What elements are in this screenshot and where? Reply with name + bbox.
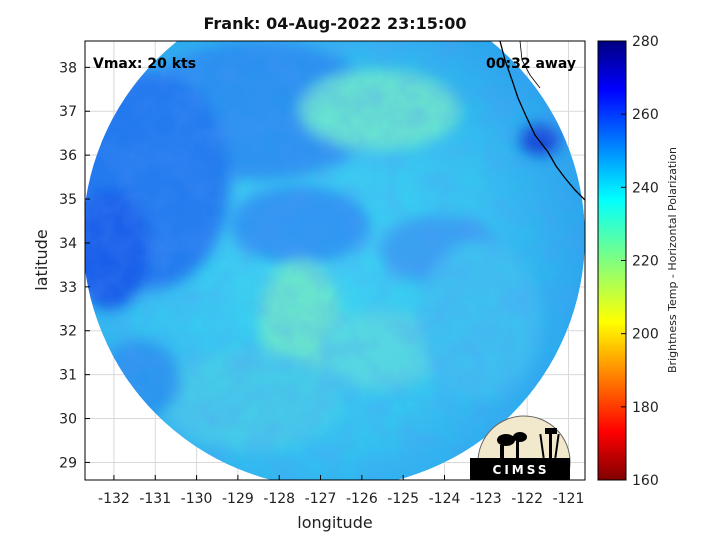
colorbar-tick-label: 240 [632, 180, 659, 196]
y-tick-label: 30 [59, 412, 77, 428]
x-tick-label: -122 [511, 491, 543, 507]
x-tick-label: -127 [305, 491, 337, 507]
x-tick-label: -121 [553, 491, 585, 507]
colorbar-tick-label: 220 [632, 254, 659, 270]
logo-text: CIMSS [493, 463, 550, 477]
x-tick-label: -128 [263, 491, 295, 507]
y-tick-label: 29 [59, 455, 77, 471]
x-tick-label: -123 [470, 491, 502, 507]
colorbar-tick-label: 180 [632, 400, 659, 416]
colorbar-tick-label: 260 [632, 107, 659, 123]
y-tick-label: 32 [59, 324, 77, 340]
state-border [519, 41, 541, 89]
y-tick-label: 31 [59, 368, 77, 384]
x-tick-labels: -132 -131 -130 -129 -128 -127 -126 -125 -124 -123… [98, 475, 584, 507]
colorbar-label: Brightness Temp - Horizontal Polarizatio… [666, 147, 679, 373]
time-away-annotation: 00:32 away [486, 56, 576, 72]
y-tick-label: 38 [59, 60, 77, 76]
x-tick-label: -132 [98, 491, 130, 507]
vmax-annotation: Vmax: 20 kts [93, 56, 196, 72]
y-axis-label: latitude [32, 229, 51, 290]
y-tick-label: 36 [59, 148, 77, 164]
x-tick-label: -124 [429, 491, 461, 507]
colorbar-tick-label: 200 [632, 327, 659, 343]
y-tick-label: 35 [59, 192, 77, 208]
coastline [499, 41, 585, 201]
x-tick-label: -130 [181, 491, 213, 507]
x-tick-label: -126 [346, 491, 378, 507]
y-tick-label: 33 [59, 280, 77, 296]
y-tick-label: 37 [59, 104, 77, 120]
x-axis-label: longitude [297, 513, 372, 532]
x-tick-label: -129 [222, 491, 254, 507]
plot-title: Frank: 04-Aug-2022 23:15:00 [203, 14, 466, 33]
brightness-temp-swath [85, 41, 585, 480]
logo-building-base [470, 458, 570, 480]
axes-frame [84, 40, 586, 481]
colorbar-tick-labels: 280 260 240 220 200 180 160 [621, 34, 659, 489]
colorbar-tick-label: 160 [632, 473, 659, 489]
cimss-logo: CIMSS [470, 415, 571, 480]
y-tick-label: 34 [59, 236, 77, 252]
colorbar-tick-label: 280 [632, 34, 659, 50]
y-tick-labels: 38 37 36 35 34 33 32 31 30 29 [59, 60, 90, 471]
x-tick-label: -125 [387, 491, 419, 507]
x-tick-label: -131 [139, 491, 171, 507]
logo-antenna-tower-icon [497, 428, 560, 460]
